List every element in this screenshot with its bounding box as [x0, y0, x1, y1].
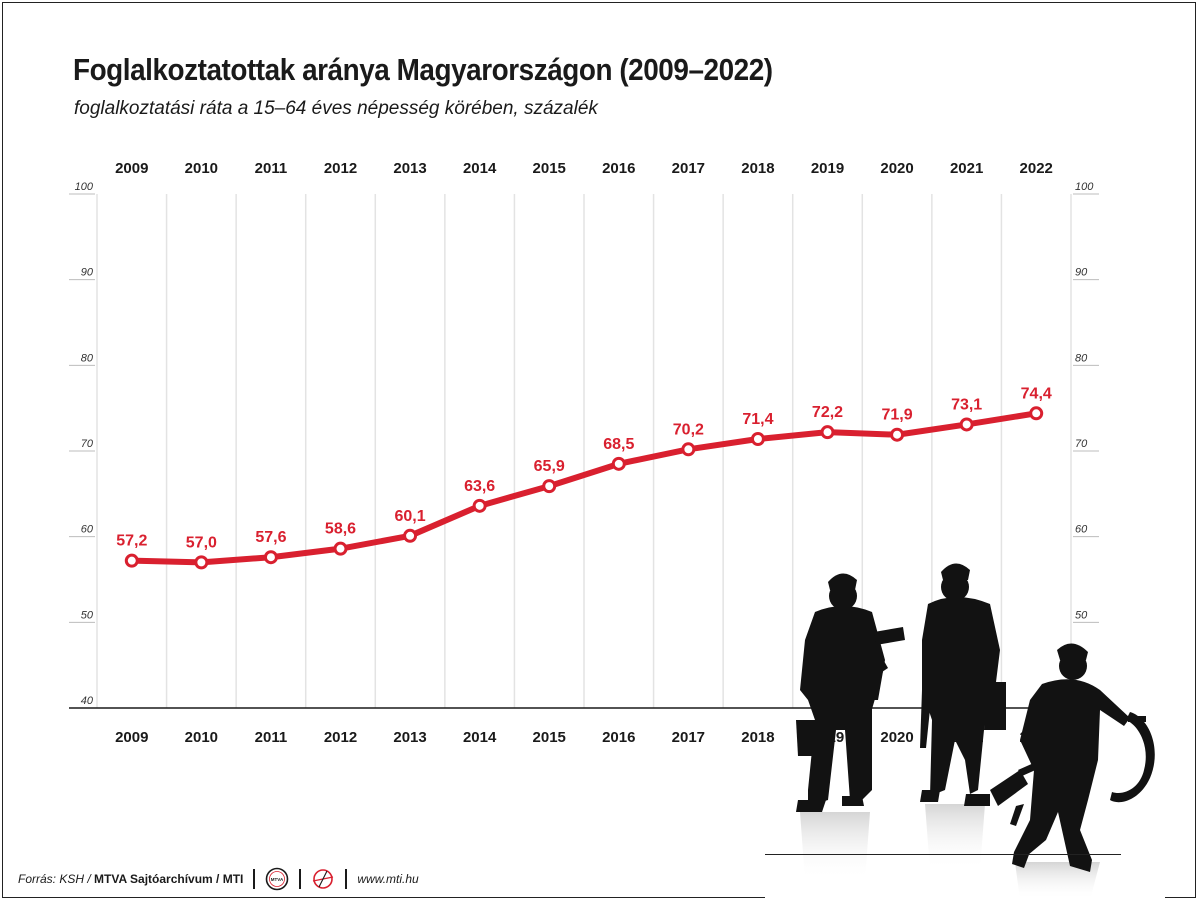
y-tick-label-left: 100: [75, 181, 94, 193]
data-point-marker: [890, 427, 905, 442]
x-tick-label-bottom: 2012: [324, 729, 357, 746]
source-bold: MTVA Sajtóarchívum / MTI: [94, 872, 244, 886]
data-label: 60,1: [395, 508, 426, 525]
chart-subtitle: foglalkoztatási ráta a 15–64 éves népess…: [74, 98, 598, 119]
data-label: 58,6: [325, 521, 356, 538]
x-tick-label-top: 2009: [115, 160, 148, 177]
x-tick-label-top: 2017: [672, 160, 705, 177]
mti-logo-icon: [313, 869, 334, 889]
x-tick-label-bottom: 2010: [185, 729, 218, 746]
x-tick-label-top: 2015: [533, 160, 566, 177]
y-tick-label-right: 80: [1075, 352, 1088, 364]
data-label: 57,2: [116, 533, 147, 550]
footer-separator: [253, 869, 256, 889]
data-point-marker: [611, 456, 626, 471]
data-label: 73,1: [951, 396, 982, 413]
data-point-marker: [750, 432, 765, 447]
source-text: Forrás: KSH / MTVA Sajtóarchívum / MTI: [18, 872, 243, 886]
x-tick-label-top: 2010: [185, 160, 218, 177]
footer: Forrás: KSH / MTVA Sajtóarchívum / MTI M…: [18, 867, 419, 891]
y-tick-label-right: 70: [1075, 438, 1088, 450]
y-tick-label-left: 70: [81, 438, 94, 450]
website-link[interactable]: www.mti.hu: [357, 872, 419, 886]
footer-rule: [765, 854, 1121, 855]
svg-text:MTVA: MTVA: [271, 877, 284, 882]
data-point-marker: [681, 442, 696, 457]
y-tick-label-right: 60: [1075, 524, 1088, 536]
x-tick-label-top: 2018: [741, 160, 774, 177]
y-tick-label-left: 50: [81, 609, 94, 621]
data-label: 70,2: [673, 421, 704, 438]
data-label: 57,6: [255, 529, 286, 546]
data-label: 74,4: [1021, 385, 1052, 402]
data-point-marker: [194, 555, 209, 570]
x-tick-label-top: 2014: [463, 160, 497, 177]
y-tick-label-right: 100: [1075, 181, 1094, 193]
x-tick-label-top: 2019: [811, 160, 844, 177]
x-tick-label-top: 2013: [393, 160, 426, 177]
data-label: 68,5: [603, 436, 634, 453]
series-layer: [124, 406, 1044, 570]
chart-title: Foglalkoztatottak aránya Magyarországon …: [73, 52, 773, 87]
x-tick-label-top: 2021: [950, 160, 983, 177]
source-prefix: Forrás: KSH /: [18, 872, 95, 886]
x-tick-label-bottom: 2018: [741, 729, 774, 746]
y-tick-label-left: 60: [81, 524, 94, 536]
worker-toolbox-figure: [920, 563, 1006, 806]
data-point-marker: [542, 479, 557, 494]
data-label-layer: 57,2 57,0 57,6 58,6 60,1 63,6 65,9 68,5 70,2 71,4…: [116, 385, 1052, 551]
y-tick-label-left: 80: [81, 352, 94, 364]
x-tick-label-top: 2016: [602, 160, 635, 177]
data-point-marker: [333, 541, 348, 556]
x-tick-label-bottom: 2017: [672, 729, 705, 746]
data-point-marker: [403, 528, 418, 543]
data-point-marker: [263, 550, 278, 565]
data-label: 63,6: [464, 478, 495, 495]
x-tick-label-top: 2012: [324, 160, 357, 177]
data-point-marker: [1029, 406, 1044, 421]
x-tick-label-bottom: 2013: [393, 729, 426, 746]
data-label: 65,9: [534, 458, 565, 475]
y-tick-label-left: 90: [81, 267, 94, 279]
footer-separator: [299, 869, 302, 889]
y-tick-label-right: 90: [1075, 267, 1088, 279]
data-label: 57,0: [186, 534, 217, 551]
x-tick-label-bottom: 2015: [533, 729, 566, 746]
data-label: 71,9: [882, 407, 913, 424]
x-tick-label-bottom: 2014: [463, 729, 497, 746]
data-point-marker: [472, 498, 487, 513]
data-label: 72,2: [812, 404, 843, 421]
x-tick-label-bottom: 2009: [115, 729, 148, 746]
mtva-logo-icon: MTVA: [266, 867, 289, 891]
x-tick-label-bottom: 2020: [880, 729, 913, 746]
data-point-marker: [820, 425, 835, 440]
data-point-marker: [959, 417, 974, 432]
y-tick-label-left: 40: [81, 695, 94, 707]
employment-rate-line: [128, 410, 1040, 566]
x-tick-label-top: 2022: [1020, 160, 1053, 177]
x-tick-label-top: 2011: [255, 160, 288, 177]
footer-separator: [345, 869, 348, 889]
grid-layer: [96, 194, 1072, 708]
worker-hose-figure: [990, 643, 1155, 872]
y-tick-label-right: 50: [1075, 609, 1088, 621]
x-tick-label-bottom: 2011: [255, 729, 288, 746]
data-point-marker: [124, 553, 139, 568]
worker-painter-figure: [796, 573, 905, 812]
data-label: 71,4: [742, 411, 773, 428]
x-tick-label-top: 2020: [880, 160, 913, 177]
x-tick-label-bottom: 2016: [602, 729, 635, 746]
